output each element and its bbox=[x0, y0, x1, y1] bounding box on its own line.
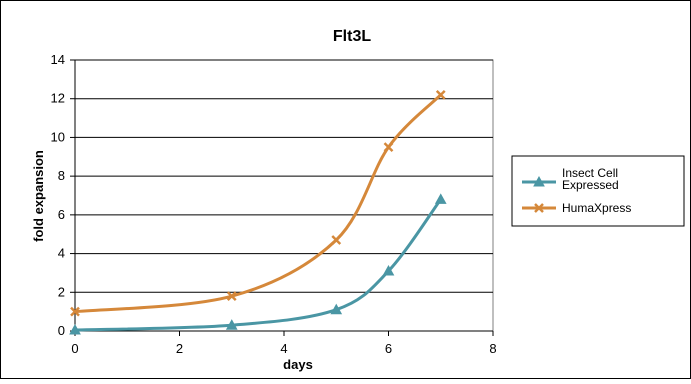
x-tick-label: 8 bbox=[489, 341, 496, 356]
series bbox=[69, 89, 447, 335]
legend-marker bbox=[534, 203, 544, 213]
x-tick-label: 6 bbox=[385, 341, 392, 356]
y-tick-label: 14 bbox=[51, 52, 65, 67]
gridlines bbox=[75, 59, 493, 293]
data-point bbox=[383, 142, 394, 152]
series-2 bbox=[70, 89, 446, 317]
legend-label: HumaXpress bbox=[562, 201, 631, 215]
legend-marker-stroke bbox=[534, 203, 544, 213]
data-point bbox=[434, 193, 447, 204]
data-point bbox=[330, 303, 343, 315]
x-axis-title: days bbox=[283, 357, 313, 372]
data-point-stroke bbox=[226, 291, 237, 302]
legend-marker bbox=[533, 175, 545, 187]
y-tick-label: 12 bbox=[51, 91, 65, 106]
y-tick-label: 4 bbox=[58, 246, 65, 261]
legend-entry: HumaXpress bbox=[522, 201, 631, 215]
legend-label: Expressed bbox=[562, 178, 619, 192]
data-point-stroke bbox=[70, 306, 80, 317]
series-1 bbox=[69, 193, 447, 335]
y-tick-label: 2 bbox=[58, 284, 65, 299]
data-point bbox=[225, 319, 238, 330]
x-tick-label: 2 bbox=[176, 341, 183, 356]
legend-label: Insect Cell bbox=[562, 166, 618, 180]
x-tick-label: 4 bbox=[280, 341, 287, 356]
data-point-stroke bbox=[331, 235, 342, 245]
data-point bbox=[331, 235, 342, 245]
plot-area bbox=[74, 59, 494, 332]
axes bbox=[70, 59, 494, 336]
series-line bbox=[74, 198, 442, 332]
data-point bbox=[435, 89, 446, 100]
legend-box bbox=[511, 155, 685, 227]
y-tick-label: 10 bbox=[51, 129, 65, 144]
data-point bbox=[70, 306, 80, 317]
y-axis-title: fold expansion bbox=[31, 150, 46, 242]
data-point bbox=[69, 324, 81, 335]
data-point-stroke bbox=[383, 142, 394, 152]
x-tick-label: 0 bbox=[71, 341, 78, 356]
y-tick-label: 0 bbox=[58, 323, 65, 338]
series-line bbox=[74, 93, 442, 314]
y-tick-label: 6 bbox=[58, 207, 65, 222]
chart-title: Flt3L bbox=[333, 28, 371, 45]
data-point bbox=[382, 264, 395, 276]
x-tick-labels: 0 2 4 6 8 bbox=[71, 341, 496, 356]
data-point-stroke bbox=[435, 89, 446, 100]
data-point bbox=[226, 291, 237, 302]
y-tick-label: 8 bbox=[58, 168, 65, 183]
y-tick-labels: 0 2 4 6 8 10 12 14 bbox=[51, 52, 65, 338]
